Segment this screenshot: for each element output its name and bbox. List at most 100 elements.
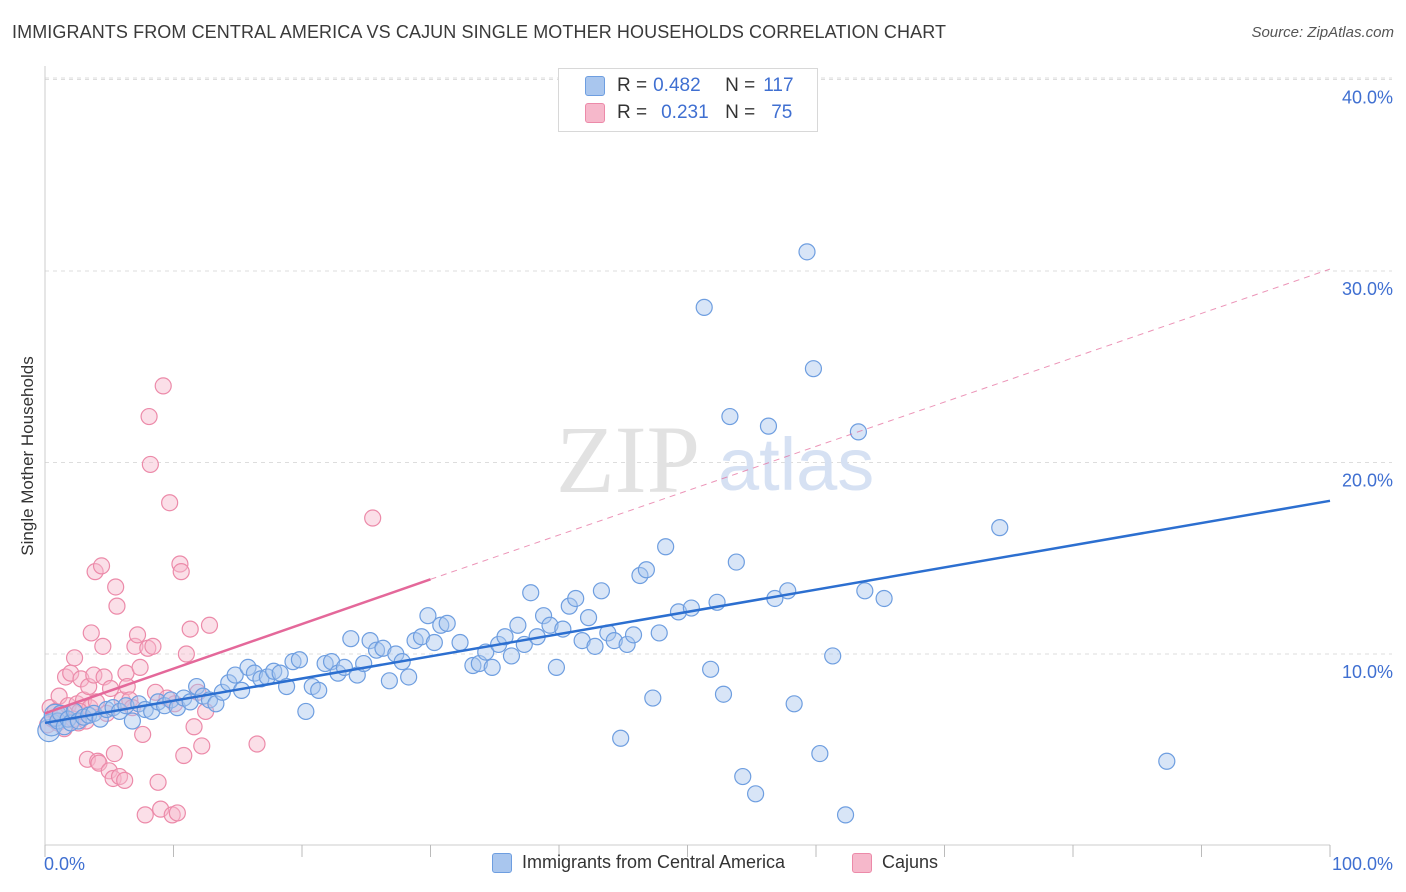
central-america-point [1158, 752, 1176, 770]
central-america-point [265, 662, 283, 680]
cajun-trend-line [44, 578, 431, 715]
central-america-point [824, 647, 842, 665]
bottom-legend-cajuns: Cajuns [852, 852, 938, 873]
central-america-point [592, 582, 611, 600]
central-america-point [432, 616, 450, 634]
legend-n-value: 75 [771, 102, 793, 123]
y-tick-label: 40.0% [1342, 88, 1393, 108]
cajun-point [175, 746, 193, 765]
central-america-point [425, 633, 443, 652]
central-america-point [567, 589, 585, 608]
central-america-point [856, 582, 874, 600]
cajun-point [131, 658, 149, 677]
cajun-point [65, 649, 84, 667]
central-america-trend-line [44, 499, 1331, 725]
central-america-point [400, 668, 418, 686]
central-america-point [37, 718, 61, 743]
central-america-point [811, 744, 829, 763]
central-america-point [522, 584, 540, 602]
y-tick-label: 30.0% [1342, 279, 1393, 299]
central-america-point [624, 626, 643, 644]
x-tick-label: 0.0% [44, 854, 85, 874]
cajun-point [92, 557, 111, 575]
central-america-point [123, 712, 141, 730]
central-america-point [991, 519, 1009, 537]
central-america-points [37, 243, 1176, 824]
central-america-point [702, 660, 720, 678]
central-america-point [618, 635, 636, 654]
cajun-point [364, 509, 382, 527]
central-america-point [534, 607, 553, 625]
central-america-point [714, 685, 733, 703]
cajun-point [168, 804, 186, 822]
watermark-zip: ZIP [556, 406, 700, 513]
cajun-point [181, 620, 199, 638]
central-america-point [367, 641, 386, 659]
cajun-point [154, 377, 172, 395]
bottom-legend-label: Immigrants from Central America [522, 852, 786, 872]
central-america-point [438, 614, 456, 632]
legend-n-label: N = [725, 75, 756, 96]
correlation-legend: R = 0.482 N = 117 R = 0.231 N = 75 [558, 68, 818, 132]
central-america-point [252, 670, 270, 688]
central-america-point [759, 417, 778, 435]
central-america-point [836, 806, 855, 824]
central-america-point [747, 785, 765, 803]
cajun-point [248, 735, 266, 753]
central-america-point [451, 633, 469, 652]
legend-r-label: R = [617, 75, 648, 96]
central-america-point [245, 664, 264, 682]
cajun-point [128, 626, 147, 644]
chart-title: IMMIGRANTS FROM CENTRAL AMERICA VS CAJUN… [12, 22, 947, 42]
central-america-point [502, 647, 521, 665]
cajun-point [136, 806, 154, 824]
cajun-point [149, 773, 167, 791]
watermark-atlas: atlas [718, 423, 874, 506]
central-america-point [419, 607, 437, 625]
central-america-point [798, 243, 816, 261]
cajun-trend-extension [430, 268, 1331, 580]
cajun-point [172, 563, 190, 581]
central-america-point [464, 656, 482, 675]
x-tick-label: 100.0% [1332, 854, 1393, 874]
source-credit: Source: ZipAtlas.com [1251, 24, 1394, 41]
legend-n-label: N = [725, 102, 756, 123]
trend-lines [44, 268, 1331, 725]
cajun-point [134, 725, 152, 744]
central-america-point [721, 407, 739, 426]
cajun-point [177, 645, 195, 663]
central-america-point [637, 561, 655, 579]
central-america-point [541, 616, 559, 634]
cajun-point [185, 718, 203, 736]
central-america-point [605, 631, 623, 650]
central-america-point [734, 767, 752, 786]
cajun-point [108, 597, 126, 615]
central-america-point [682, 599, 700, 617]
central-america-point [804, 360, 823, 378]
gridlines [45, 77, 1392, 655]
central-america-point [297, 702, 315, 721]
central-america-point [509, 616, 527, 634]
central-america-point [380, 672, 398, 690]
central-america-point [586, 637, 604, 655]
legend-r-value: 0.482 [653, 75, 701, 96]
central-america-point [727, 553, 745, 571]
y-tick-label: 20.0% [1342, 471, 1393, 491]
central-america-point [290, 651, 309, 669]
central-america-point [361, 631, 379, 650]
central-america-point [644, 689, 662, 707]
central-america-point [657, 538, 675, 556]
blue-swatch [585, 76, 605, 96]
central-america-point [342, 630, 360, 648]
cajun-point [141, 455, 159, 474]
bottom-legend-label: Cajuns [882, 852, 939, 872]
cajun-point [105, 744, 123, 763]
central-america-point [226, 666, 244, 684]
legend-row-central-america: R = 0.482 N = 117 [559, 73, 794, 99]
cajun-point [85, 666, 103, 684]
central-america-point [650, 624, 668, 642]
cajun-point [82, 624, 100, 642]
central-america-point [284, 653, 302, 671]
central-america-point [316, 654, 334, 673]
